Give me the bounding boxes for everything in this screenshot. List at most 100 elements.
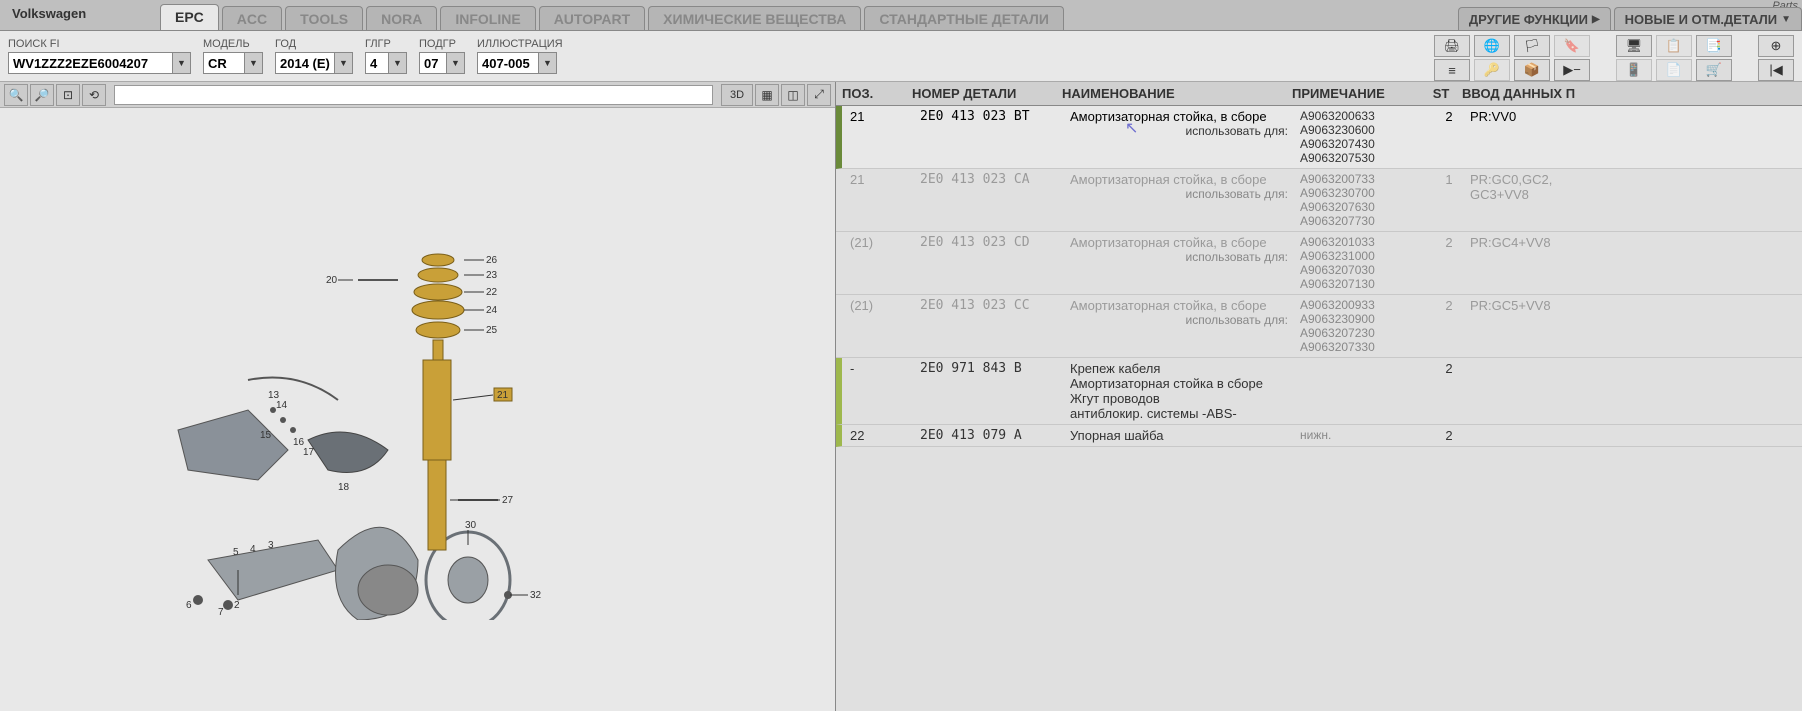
- cell-st: 2: [1434, 425, 1464, 446]
- col-header-name[interactable]: НАИМЕНОВАНИЕ: [1056, 83, 1286, 104]
- cell-st: 2: [1434, 358, 1464, 424]
- globe-icon[interactable]: 🌐: [1474, 35, 1510, 57]
- zoom-out-icon[interactable]: 🔎: [30, 84, 54, 106]
- cell-note: A9063200733A9063230700A9063207630A906320…: [1294, 169, 1434, 231]
- expand-icon[interactable]: ⤢: [807, 84, 831, 106]
- print-icon[interactable]: 🖨: [1434, 35, 1470, 57]
- year-dropdown[interactable]: ▼: [335, 52, 353, 74]
- key-icon[interactable]: 🔑: [1474, 59, 1510, 81]
- cell-st: 1: [1434, 169, 1464, 231]
- tab-other-functions-label: ДРУГИЕ ФУНКЦИИ: [1469, 12, 1588, 27]
- view-toolbar: 🔍 🔎 ⊡ ⟲ 3D ▦ ◫ ⤢: [0, 82, 835, 108]
- model-label: МОДЕЛЬ: [203, 38, 263, 50]
- model-dropdown[interactable]: ▼: [245, 52, 263, 74]
- cell-name: Крепеж кабеляАмортизаторная стойка в сбо…: [1064, 358, 1294, 424]
- table-row[interactable]: (21)2E0 413 023 CCАмортизаторная стойка,…: [836, 295, 1802, 358]
- zoom-reset-icon[interactable]: ⟲: [82, 84, 106, 106]
- cell-pos: (21): [844, 295, 914, 357]
- tab-new-parts-label: НОВЫЕ И ОТМ.ДЕТАЛИ: [1625, 12, 1777, 27]
- zoom-in-icon[interactable]: 🔍: [4, 84, 28, 106]
- tab-chemicals[interactable]: ХИМИЧЕСКИЕ ВЕЩЕСТВА: [648, 6, 861, 30]
- cell-entry: PR:GC4+VV8: [1464, 232, 1802, 294]
- doc-icon[interactable]: 📄: [1656, 59, 1692, 81]
- cell-entry: PR:GC5+VV8: [1464, 295, 1802, 357]
- podgr-dropdown[interactable]: ▼: [447, 52, 465, 74]
- table-row[interactable]: 212E0 413 023 CAАмортизаторная стойка, в…: [836, 169, 1802, 232]
- play-icon[interactable]: ▶−: [1554, 59, 1590, 81]
- tab-acc[interactable]: ACC: [222, 6, 282, 30]
- table-row[interactable]: (21)2E0 413 023 CDАмортизаторная стойка,…: [836, 232, 1802, 295]
- search-label: ПОИСК FI: [8, 38, 191, 50]
- cell-note: нижн.: [1294, 425, 1434, 446]
- table-row[interactable]: 222E0 413 079 AУпорная шайбанижн.2: [836, 425, 1802, 447]
- svg-text:27: 27: [502, 495, 514, 506]
- svg-text:18: 18: [338, 482, 350, 493]
- main-tabs: EPC ACC TOOLS NORA INFOLINE AUTOPART ХИМ…: [160, 3, 1064, 30]
- illus-dropdown[interactable]: ▼: [539, 52, 557, 74]
- view-address-input[interactable]: [114, 85, 713, 105]
- tab-standard-parts[interactable]: СТАНДАРТНЫЕ ДЕТАЛИ: [864, 6, 1064, 30]
- table-row[interactable]: 212E0 413 023 BTАмортизаторная стойка, в…: [836, 106, 1802, 169]
- content-area: 🔍 🔎 ⊡ ⟲ 3D ▦ ◫ ⤢: [0, 82, 1802, 711]
- cell-note: [1294, 358, 1434, 424]
- glgr-label: ГЛГР: [365, 38, 407, 50]
- cart-icon[interactable]: 🛒: [1696, 59, 1732, 81]
- svg-text:20: 20: [326, 275, 338, 286]
- year-input[interactable]: [275, 52, 335, 74]
- copy-icon[interactable]: 📋: [1656, 35, 1692, 57]
- tab-epc[interactable]: EPC: [160, 4, 219, 31]
- flag-icon[interactable]: 🏳: [1514, 35, 1550, 57]
- target-icon[interactable]: ⊕: [1758, 35, 1794, 57]
- bookmark-icon[interactable]: 🔖: [1554, 35, 1590, 57]
- list-icon[interactable]: ≡: [1434, 59, 1470, 81]
- device-icon[interactable]: 📱: [1616, 59, 1652, 81]
- 3d-toggle[interactable]: 3D: [721, 84, 753, 106]
- zoom-fit-icon[interactable]: ⊡: [56, 84, 80, 106]
- cell-note: A9063200633A9063230600A9063207430A906320…: [1294, 106, 1434, 168]
- toolbar-icons: 🖨 🌐 🏳 🔖 🖥 📋 📑 ⊕ ≡ 🔑 📦 ▶− 📱 📄 🛒 |◀: [1434, 35, 1794, 81]
- illus-input[interactable]: [477, 52, 539, 74]
- tab-tools[interactable]: TOOLS: [285, 6, 363, 30]
- illus-label: ИЛЛЮСТРАЦИЯ: [477, 38, 563, 50]
- layers-icon[interactable]: 📑: [1696, 35, 1732, 57]
- table-body: 212E0 413 023 BTАмортизаторная стойка, в…: [836, 106, 1802, 711]
- col-header-part[interactable]: НОМЕР ДЕТАЛИ: [906, 83, 1056, 104]
- tab-other-functions[interactable]: ДРУГИЕ ФУНКЦИИ ▶: [1458, 7, 1611, 30]
- cell-entry: PR:VV0: [1464, 106, 1802, 168]
- glgr-input[interactable]: [365, 52, 389, 74]
- model-input[interactable]: [203, 52, 245, 74]
- tab-infoline[interactable]: INFOLINE: [440, 6, 535, 30]
- cell-note: A9063200933A9063230900A9063207230A906320…: [1294, 295, 1434, 357]
- grid-icon[interactable]: ▦: [755, 84, 779, 106]
- svg-text:6: 6: [186, 600, 192, 611]
- svg-text:5: 5: [233, 547, 239, 558]
- svg-text:25: 25: [486, 325, 498, 336]
- table-row[interactable]: -2E0 971 843 BКрепеж кабеляАмортизаторна…: [836, 358, 1802, 425]
- diagram-canvas[interactable]: 26 23 22 24 25 20 21 27 1314 151617 18 5…: [0, 108, 835, 711]
- svg-text:22: 22: [486, 287, 498, 298]
- cell-part-number: 2E0 413 079 A: [914, 425, 1064, 446]
- podgr-input[interactable]: [419, 52, 447, 74]
- col-header-pos[interactable]: ПОЗ.: [836, 83, 906, 104]
- cell-st: 2: [1434, 106, 1464, 168]
- svg-text:26: 26: [486, 255, 498, 266]
- tab-new-parts[interactable]: НОВЫЕ И ОТМ.ДЕТАЛИ ▼: [1614, 7, 1802, 30]
- col-header-note[interactable]: ПРИМЕЧАНИЕ: [1286, 83, 1426, 104]
- tab-autopart[interactable]: AUTOPART: [539, 6, 645, 30]
- screen-icon[interactable]: 🖥: [1616, 35, 1652, 57]
- cell-pos: (21): [844, 232, 914, 294]
- col-header-st[interactable]: ST: [1426, 83, 1456, 104]
- glgr-dropdown[interactable]: ▼: [389, 52, 407, 74]
- tab-nora[interactable]: NORA: [366, 6, 437, 30]
- search-input[interactable]: [8, 52, 173, 74]
- box-icon[interactable]: 📦: [1514, 59, 1550, 81]
- podgr-label: ПОДГР: [419, 38, 465, 50]
- cell-pos: -: [844, 358, 914, 424]
- first-icon[interactable]: |◀: [1758, 59, 1794, 81]
- cell-pos: 21: [844, 106, 914, 168]
- search-dropdown[interactable]: ▼: [173, 52, 191, 74]
- col-header-entry[interactable]: ВВОД ДАННЫХ П: [1456, 83, 1802, 104]
- top-bar: Volkswagen Parts EPC ACC TOOLS NORA INFO…: [0, 0, 1802, 30]
- param-glgr: ГЛГР ▼: [365, 38, 407, 74]
- window-icon[interactable]: ◫: [781, 84, 805, 106]
